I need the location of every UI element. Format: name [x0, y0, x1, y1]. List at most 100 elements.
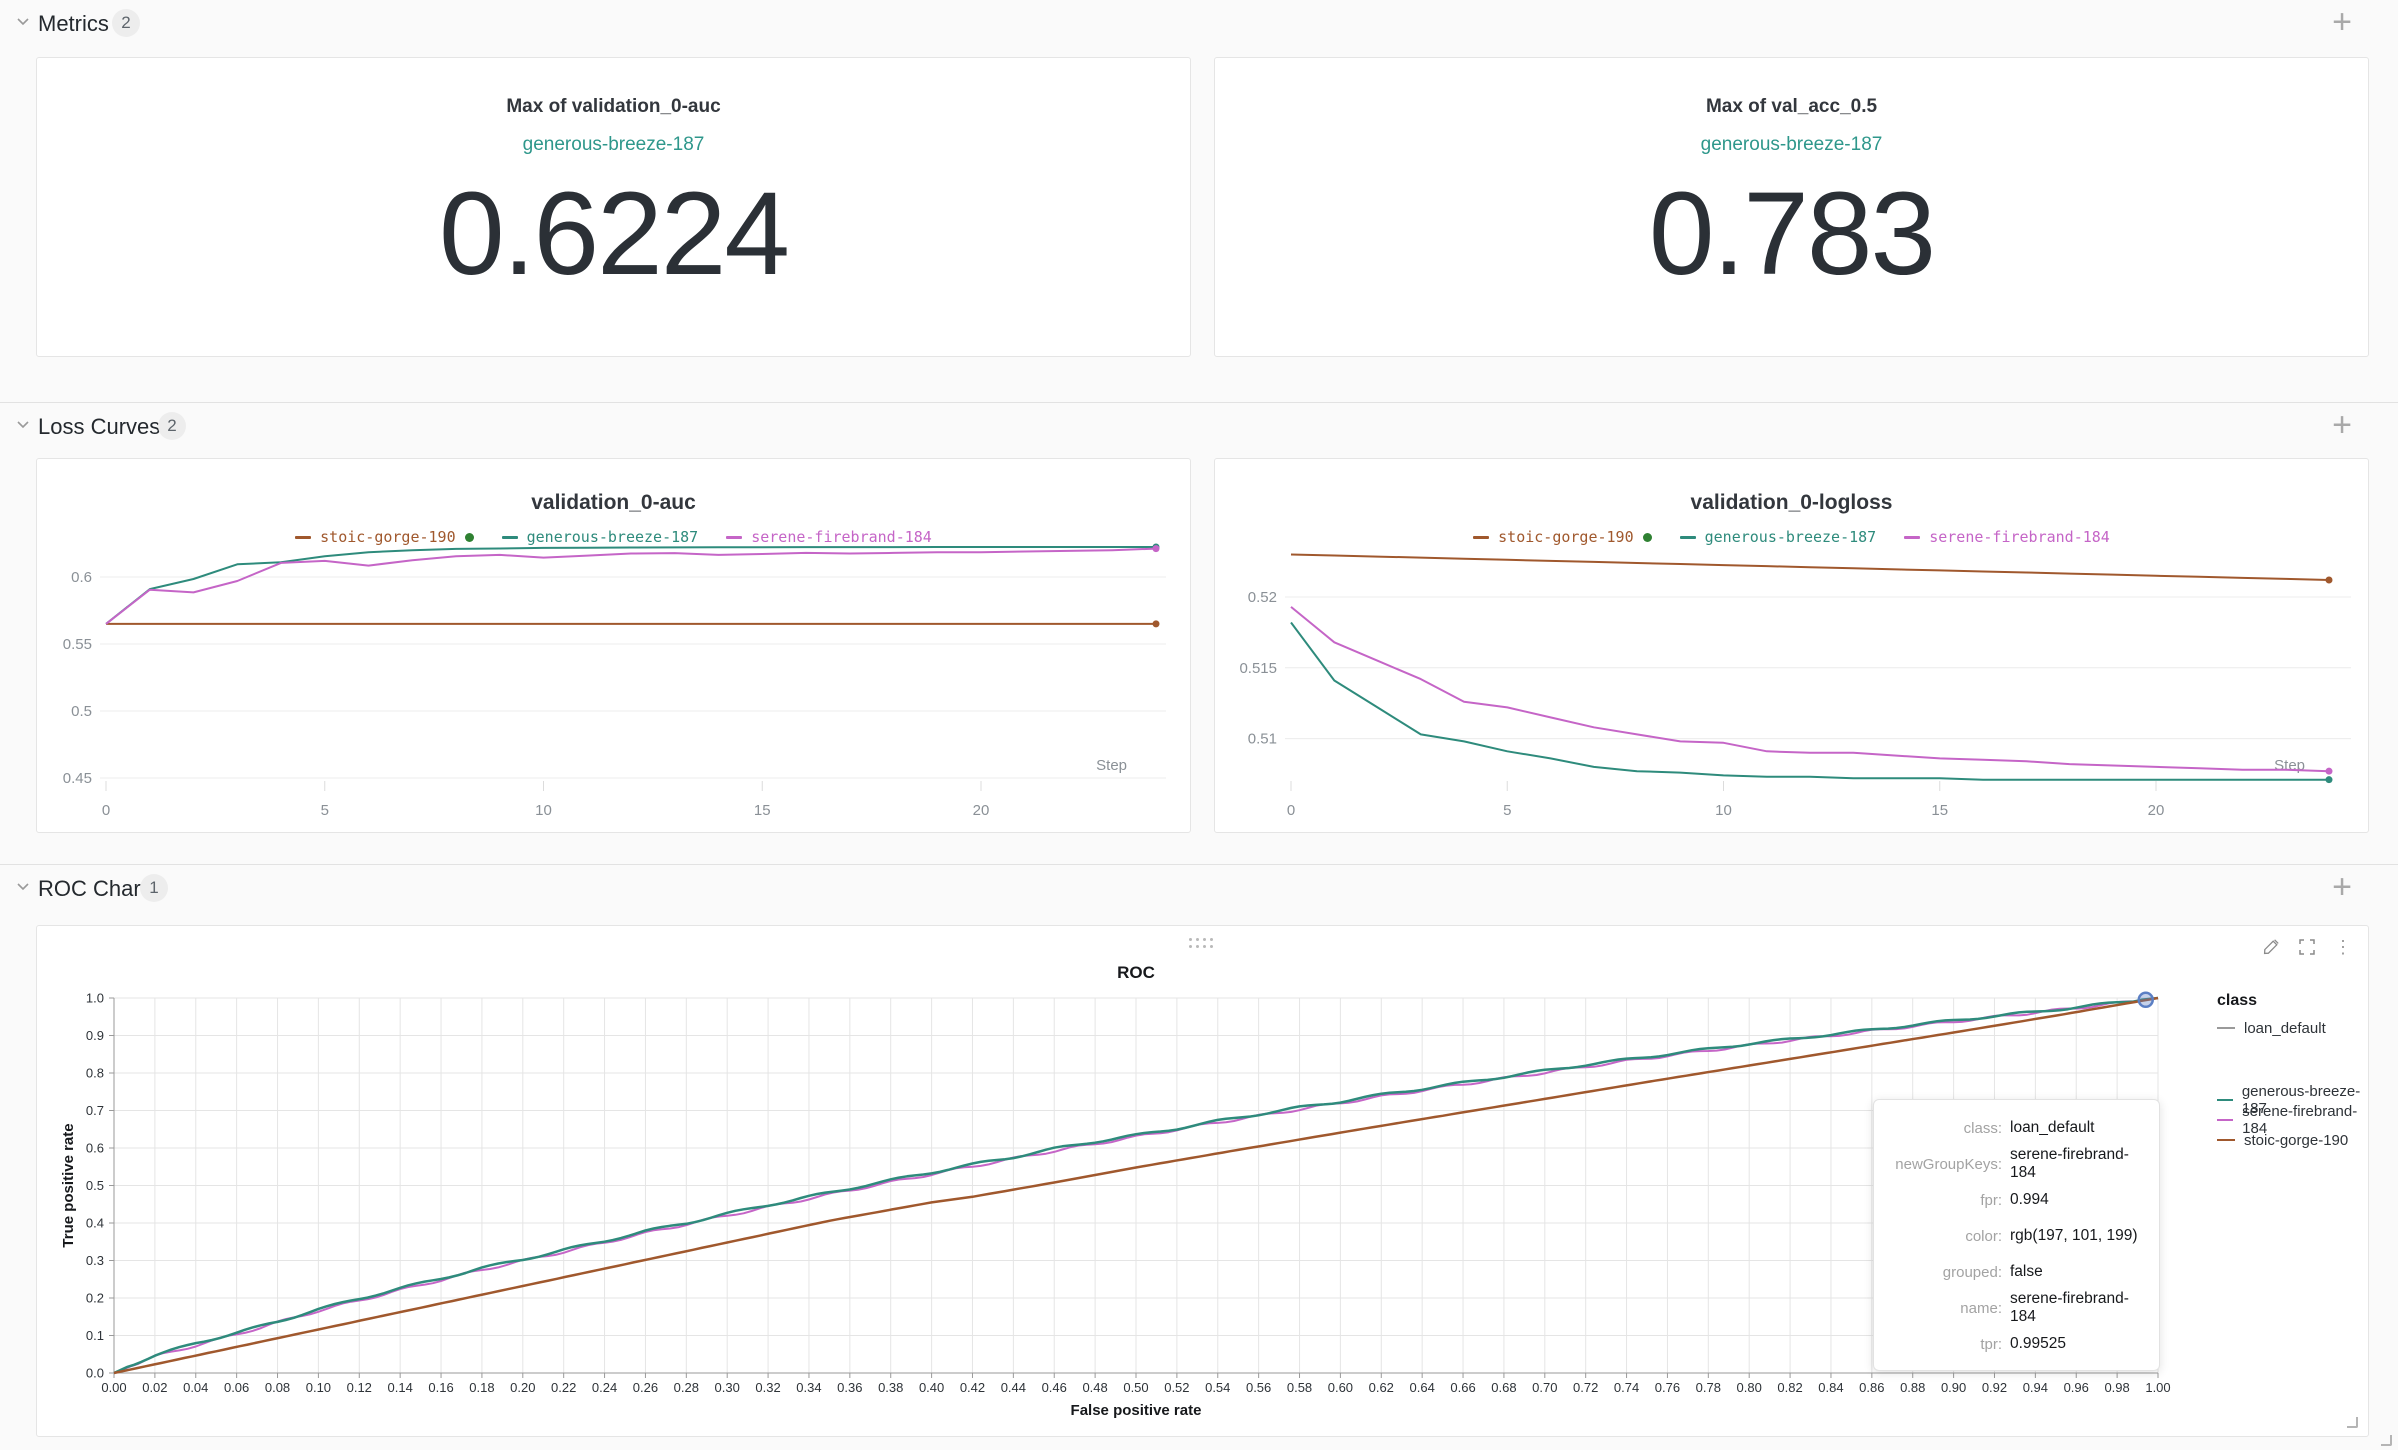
edit-pencil-icon[interactable]: [2260, 936, 2282, 958]
legend-swatch: [501, 535, 518, 539]
x-tick-label: 0.80: [1737, 1380, 1762, 1395]
run-link[interactable]: generous-breeze-187: [1700, 134, 1883, 155]
tooltip-label: tpr:: [1980, 1335, 2002, 1353]
panel-count-badge: 1: [140, 874, 168, 902]
x-tick-label: 0.60: [1328, 1380, 1353, 1395]
y-tick-label: 0.45: [63, 770, 92, 787]
x-tick-label: 0.50: [1123, 1380, 1148, 1395]
legend-swatch: [2217, 1027, 2235, 1029]
x-tick-label: 0.92: [1982, 1380, 2007, 1395]
y-axis-title: True positive rate: [60, 1123, 77, 1247]
series-endpoint-serene-firebrand-184: [2325, 767, 2333, 775]
roc-runs-legend: generous-breeze-187 serene-firebrand-184 s…: [2217, 1083, 2368, 1150]
x-tick-label: 0.98: [2104, 1380, 2129, 1395]
legend-item[interactable]: generous-breeze-187: [1679, 528, 1876, 546]
legend-item[interactable]: serene-firebrand-184: [1904, 528, 2110, 546]
legend-swatch: [2217, 1139, 2235, 1141]
legend-item[interactable]: loan_default: [2217, 1018, 2326, 1038]
x-tick-label: 15: [1931, 802, 1948, 819]
x-tick-label: 0.14: [388, 1380, 413, 1395]
kebab-menu-icon[interactable]: ⋮: [2334, 936, 2352, 957]
x-tick-label: 0.82: [1777, 1380, 1802, 1395]
y-tick-label: 0.52: [1248, 589, 1277, 606]
run-link[interactable]: generous-breeze-187: [522, 134, 705, 155]
metric-panel-val-acc[interactable]: Max of val_acc_0.5 generous-breeze-187 0…: [1214, 57, 2369, 357]
collapse-chevron-icon[interactable]: [16, 417, 30, 431]
y-tick-label: 1.0: [86, 991, 104, 1006]
tooltip-row: color: rgb(197, 101, 199): [1884, 1218, 2143, 1254]
chart-legend: stoic-gorge-190 generous-breeze-187 serene…: [37, 528, 1190, 546]
x-tick-label: 0.76: [1655, 1380, 1680, 1395]
roc-chart-panel[interactable]: ⋮ 0.00 0.02 0.04 0.06 0.08 0.10 0.12 0.14 0.16 0.…: [36, 925, 2369, 1437]
x-tick-label: 0.48: [1082, 1380, 1107, 1395]
legend-item[interactable]: generous-breeze-187: [2217, 1083, 2368, 1117]
y-tick-label: 0.5: [71, 703, 92, 720]
tooltip-value: serene-firebrand-184: [2010, 1290, 2129, 1325]
live-run-dot-icon: [1642, 532, 1652, 542]
legend-swatch: [1679, 535, 1696, 539]
legend-run-name: serene-firebrand-184: [1929, 528, 2110, 546]
y-tick-label: 0.4: [86, 1216, 104, 1231]
x-tick-label: 5: [321, 802, 329, 819]
y-tick-label: 0.55: [63, 636, 92, 653]
x-tick-label: 0.94: [2023, 1380, 2048, 1395]
line-chart-panel-logloss[interactable]: 0.51 0.515 0.52 0 5 10 15 20 Step validation_0-l…: [1214, 458, 2369, 833]
collapse-chevron-icon[interactable]: [16, 879, 30, 893]
x-tick-label: 0.10: [306, 1380, 331, 1395]
collapse-chevron-icon[interactable]: [16, 14, 30, 28]
roc-curve-stoic-gorge-190: [113, 996, 2159, 1375]
chart-title: ROC: [1117, 963, 1155, 982]
section-loss-curves: Loss Curves 2 + 0.45 0.5 0.55 0.6 0 5 10 15 20 St…: [0, 402, 2398, 864]
x-tick-label: 0.34: [796, 1380, 821, 1395]
loss-chart-logloss-svg[interactable]: 0.51 0.515 0.52 0 5 10 15 20 Step: [1215, 459, 2370, 834]
page-resize-handle[interactable]: [2381, 1435, 2392, 1446]
roc-class-legend: class loan_default: [2217, 992, 2326, 1038]
legend-item[interactable]: serene-firebrand-184: [726, 528, 932, 546]
panel-drag-handle[interactable]: [1189, 938, 1217, 952]
legend-run-name: generous-breeze-187: [2241, 1083, 2361, 1117]
section-roc-header: ROC Chart 1 +: [0, 865, 2398, 911]
series-endpoint-stoic-gorge-190: [2325, 576, 2333, 584]
x-tick-label: 0.40: [919, 1380, 944, 1395]
hover-point-marker: [2137, 991, 2154, 1009]
loss-chart-auc-svg[interactable]: 0.45 0.5 0.55 0.6 0 5 10 15 20 Step: [37, 459, 1192, 834]
x-tick-label: 0.20: [510, 1380, 535, 1395]
y-tick-label: 0.2: [86, 1291, 104, 1306]
x-tick-label: 10: [1715, 802, 1732, 819]
metric-panel-validation-auc[interactable]: Max of validation_0-auc generous-breeze-…: [36, 57, 1191, 357]
x-tick-label: 0.74: [1614, 1380, 1639, 1395]
x-tick-label: 0.28: [674, 1380, 699, 1395]
legend-swatch: [1473, 535, 1490, 539]
panel-actions: ⋮: [2260, 936, 2354, 958]
legend-run-name: serene-firebrand-184: [751, 528, 932, 546]
legend-item[interactable]: stoic-gorge-190: [295, 528, 474, 546]
tooltip-row: fpr: 0.994: [1884, 1182, 2143, 1218]
tooltip-value: 0.99525: [2010, 1335, 2067, 1352]
legend-item[interactable]: generous-breeze-187: [501, 528, 698, 546]
x-tick-label: 0.22: [551, 1380, 576, 1395]
legend-run-name: serene-firebrand-184: [2242, 1103, 2358, 1137]
x-tick-label: 0.02: [142, 1380, 167, 1395]
add-panel-button[interactable]: +: [2332, 3, 2352, 41]
x-tick-label: 0.56: [1246, 1380, 1271, 1395]
add-panel-button[interactable]: +: [2332, 868, 2352, 906]
live-run-dot-icon: [464, 532, 474, 542]
legend-item[interactable]: stoic-gorge-190: [2217, 1130, 2368, 1150]
series-endpoint-serene-firebrand-184: [1152, 545, 1160, 553]
x-tick-label: 0.86: [1859, 1380, 1884, 1395]
series-line-serene-firebrand-184: [1290, 606, 2330, 773]
chart-title: validation_0-auc: [531, 491, 696, 514]
fullscreen-icon[interactable]: [2296, 936, 2318, 958]
roc-plot-svg[interactable]: 0.00 0.02 0.04 0.06 0.08 0.10 0.12 0.14 0.16 0.18…: [37, 926, 2370, 1438]
x-axis-title: False positive rate: [1071, 1402, 1202, 1419]
add-panel-button[interactable]: +: [2332, 406, 2352, 444]
legend-swatch: [2217, 1099, 2233, 1101]
legend-swatch: [295, 535, 312, 539]
legend-item[interactable]: serene-firebrand-184: [2217, 1103, 2368, 1137]
line-chart-panel-auc[interactable]: 0.45 0.5 0.55 0.6 0 5 10 15 20 Step validation_0-…: [36, 458, 1191, 833]
tooltip-label: newGroupKeys:: [1895, 1155, 2002, 1173]
x-tick-label: 0.78: [1696, 1380, 1721, 1395]
panel-resize-handle[interactable]: [2347, 1417, 2358, 1428]
x-tick-label: 0.58: [1287, 1380, 1312, 1395]
legend-item[interactable]: stoic-gorge-190: [1473, 528, 1652, 546]
